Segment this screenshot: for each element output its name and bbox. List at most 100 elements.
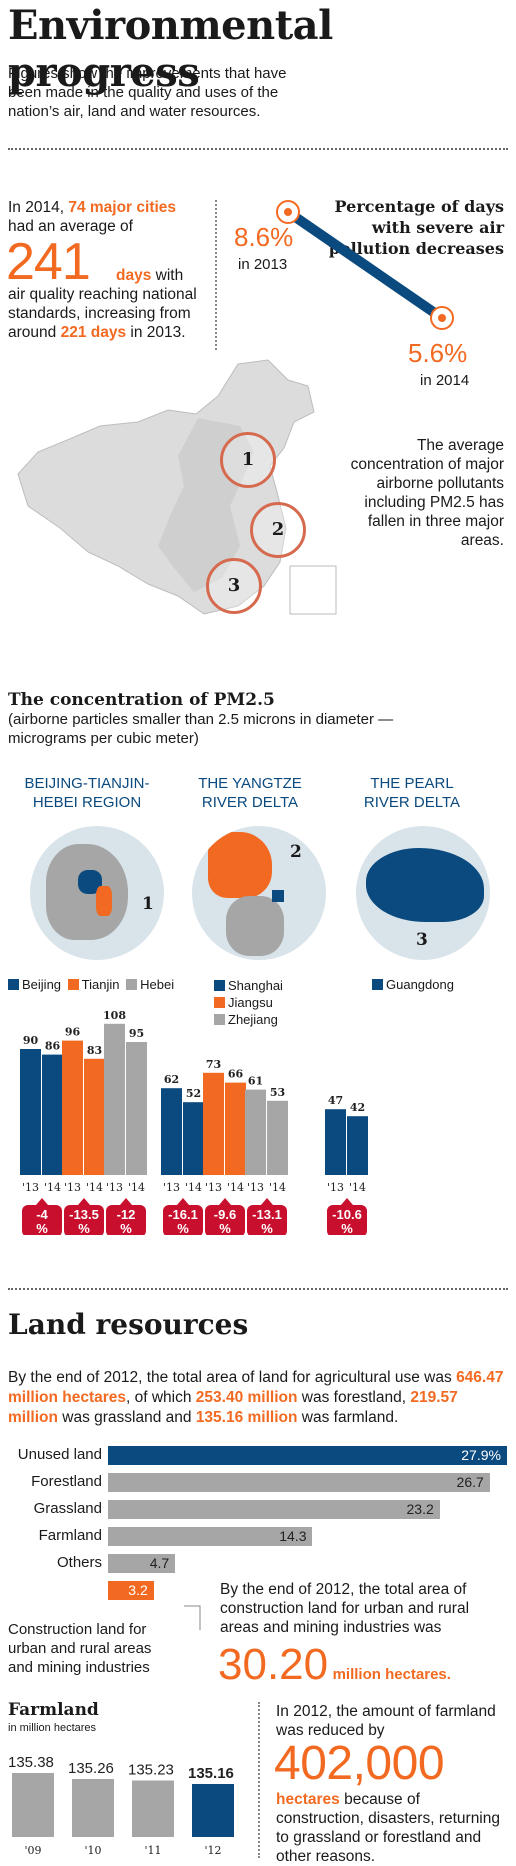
pm-value-label: 47 — [328, 1094, 343, 1107]
pm-title: The concentration of PM2.5 — [8, 690, 275, 710]
farm-big-number: 402,000 — [274, 1737, 445, 1790]
pm-bar-beijing-1 — [42, 1054, 63, 1175]
pm-value-label: 42 — [350, 1101, 365, 1114]
farm-text-b: hectares because of construction, disast… — [276, 1791, 500, 1865]
change-badge-value: -12 — [117, 1207, 136, 1222]
farmland-subtitle: in million hectares — [8, 1722, 97, 1734]
pm-bar-hebei-0 — [104, 1023, 125, 1175]
farmland-value-label: 135.26 — [68, 1760, 114, 1777]
pm-bar-guangdong-0 — [325, 1109, 346, 1175]
divider — [8, 148, 508, 150]
change-badge-value: -13.5 — [69, 1207, 99, 1222]
change-badge-pointer — [341, 1198, 353, 1205]
pm-year-label: '14 — [128, 1181, 145, 1194]
land-bar: 3.2 — [108, 1581, 154, 1600]
pm-bar-guangdong-1 — [347, 1116, 368, 1175]
farmland-title: Farmland — [8, 1700, 99, 1720]
change-badge-pointer — [36, 1198, 48, 1205]
map-marker-3: 3 — [206, 558, 262, 614]
pm-value-label: 83 — [87, 1044, 102, 1057]
change-badge-unit: % — [219, 1221, 231, 1235]
pm-year-label: '14 — [86, 1181, 103, 1194]
pm-value-label: 96 — [65, 1026, 81, 1039]
pm-bar-hebei-1 — [126, 1042, 147, 1175]
pm-bar-zhejiang-1 — [267, 1100, 288, 1175]
pm-year-label: '13 — [106, 1181, 123, 1194]
pm-value-label: 73 — [206, 1058, 221, 1071]
map-marker-2: 2 — [250, 502, 306, 558]
land-title: Land resources — [8, 1308, 249, 1341]
pm-subtitle: (airborne particles smaller than 2.5 mic… — [8, 711, 394, 747]
land-bar-label: Grassland — [33, 1500, 102, 1517]
region-map-yangtze: 2 — [192, 826, 326, 960]
land-bar-value: 26.7 — [456, 1474, 484, 1490]
pm-bar-tianjin-0 — [62, 1040, 83, 1175]
pm-year-label: '13 — [205, 1181, 222, 1194]
land-paragraph: By the end of 2012, the total area of la… — [8, 1369, 504, 1426]
land-bar: 23.2 — [108, 1500, 440, 1519]
pm-year-label: '14 — [269, 1181, 286, 1194]
pm-bar-shanghai-1 — [183, 1102, 204, 1175]
air-intro-rest: days with air quality reaching national … — [8, 267, 197, 341]
change-badge — [106, 1205, 146, 1235]
farmland-bar — [72, 1779, 114, 1837]
pm-bar-beijing-0 — [20, 1049, 41, 1175]
severe-2013-value: 8.6% — [234, 222, 294, 252]
region-label-yangtze: THE YANGTZE RIVER DELTA — [198, 775, 302, 811]
farmland-value-label: 135.16 — [188, 1765, 234, 1782]
farmland-bar — [12, 1773, 54, 1837]
change-badge — [327, 1205, 367, 1235]
construction-label: Construction land for urban and rural ar… — [8, 1621, 152, 1676]
change-badge-unit: % — [36, 1221, 48, 1235]
china-map — [17, 359, 337, 615]
land-bar-value: 23.2 — [406, 1501, 434, 1517]
region-label-jjj: BEIJING-TIANJIN-HEBEI REGION — [24, 775, 150, 811]
land-bar-label: Forestland — [31, 1473, 102, 1490]
farmland-year-label: '12 — [204, 1844, 221, 1857]
change-badge — [64, 1205, 104, 1235]
pm-year-label: '13 — [64, 1181, 81, 1194]
change-badge — [22, 1205, 62, 1235]
pm-bar-zhejiang-0 — [245, 1089, 266, 1175]
change-badge-unit: % — [261, 1221, 273, 1235]
pm-bar-shanghai-0 — [161, 1088, 182, 1175]
farmland-year-label: '10 — [84, 1844, 101, 1857]
pm-legend-yangtze: Shanghai Jiangsu Zhejiang — [214, 977, 283, 1028]
pm-value-label: 66 — [228, 1068, 244, 1081]
change-badge — [163, 1205, 203, 1235]
severe-trend-line — [283, 207, 447, 323]
pm-value-label: 90 — [23, 1034, 39, 1047]
vertical-divider — [258, 1702, 260, 1858]
change-badge-pointer — [120, 1198, 132, 1205]
land-bar: 14.3 — [108, 1527, 313, 1546]
china-outline — [17, 359, 315, 615]
pm-year-label: '14 — [44, 1181, 61, 1194]
pm-value-label: 52 — [186, 1087, 201, 1100]
region-map-pearl: 3 — [356, 826, 490, 960]
farmland-value-label: 135.38 — [8, 1754, 54, 1771]
construction-text: By the end of 2012, the total area of co… — [220, 1581, 470, 1636]
page-title: Environmental progress — [8, 2, 333, 96]
pm-year-label: '14 — [185, 1181, 202, 1194]
land-bar-value: 4.7 — [149, 1555, 170, 1571]
severe-2013-year: in 2013 — [238, 256, 288, 273]
pm-value-label: 62 — [164, 1073, 179, 1086]
land-bar: 26.7 — [108, 1473, 490, 1492]
change-badge-unit: % — [78, 1221, 90, 1235]
land-bar-value: 3.2 — [128, 1582, 148, 1598]
pm25-bar-chart: 90 '13 86 '14 -4% 96 '13 83 '14 -13.5% 108 '13 95 '14… — [20, 1010, 368, 1235]
vertical-divider — [215, 200, 217, 350]
south-sea-inset — [289, 565, 337, 615]
farmland-year-label: '09 — [24, 1844, 41, 1857]
pm-bar-jiangsu-0 — [203, 1072, 224, 1175]
change-badge-pointer — [261, 1198, 273, 1205]
change-badge-unit: % — [341, 1221, 353, 1235]
farm-text-a: In 2012, the amount of farmland was redu… — [276, 1703, 496, 1739]
pm-value-label: 61 — [248, 1075, 263, 1088]
pm-value-label: 108 — [103, 1010, 126, 1022]
pm-legend-pearl: Guangdong — [372, 977, 454, 992]
farmland-year-label: '11 — [144, 1844, 161, 1857]
change-badge — [247, 1205, 287, 1235]
days-big-number: 241 — [6, 233, 91, 291]
change-badge-value: -10.6 — [332, 1207, 362, 1222]
